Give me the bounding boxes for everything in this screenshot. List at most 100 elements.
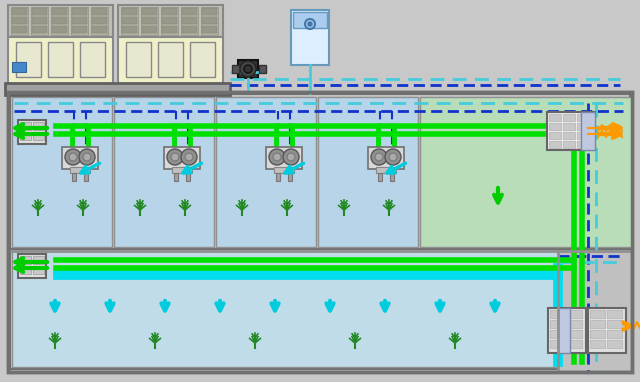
- Bar: [10, 249, 558, 369]
- Bar: [567, 340, 582, 348]
- Bar: [202, 26, 217, 33]
- Bar: [12, 251, 558, 367]
- Circle shape: [287, 153, 295, 161]
- Bar: [291, 10, 329, 65]
- Bar: [33, 122, 44, 130]
- Bar: [72, 17, 87, 24]
- Bar: [378, 173, 382, 181]
- Bar: [182, 17, 197, 24]
- Bar: [577, 114, 589, 121]
- Bar: [162, 26, 177, 33]
- Bar: [18, 120, 46, 144]
- Bar: [20, 132, 31, 140]
- Circle shape: [83, 153, 91, 161]
- Bar: [550, 320, 565, 328]
- Bar: [420, 97, 632, 247]
- Bar: [8, 37, 113, 84]
- Bar: [182, 8, 197, 15]
- Circle shape: [185, 153, 193, 161]
- Bar: [164, 147, 200, 169]
- Circle shape: [240, 61, 256, 77]
- Bar: [274, 167, 294, 173]
- Bar: [32, 26, 47, 33]
- Bar: [563, 132, 575, 139]
- Bar: [266, 147, 302, 169]
- Bar: [5, 83, 230, 95]
- Circle shape: [171, 153, 179, 161]
- Bar: [547, 112, 595, 150]
- Bar: [202, 17, 217, 24]
- Bar: [118, 37, 223, 84]
- Bar: [607, 330, 622, 338]
- Bar: [549, 114, 561, 121]
- Bar: [62, 147, 98, 169]
- Bar: [293, 12, 327, 28]
- Bar: [20, 266, 31, 274]
- Bar: [182, 26, 197, 33]
- Bar: [11, 7, 28, 35]
- Bar: [318, 97, 418, 247]
- Bar: [142, 17, 157, 24]
- Bar: [590, 340, 605, 348]
- Bar: [549, 132, 561, 139]
- Bar: [563, 114, 575, 121]
- Bar: [32, 8, 47, 15]
- Bar: [588, 308, 626, 353]
- Bar: [20, 122, 31, 130]
- Bar: [590, 330, 605, 338]
- Bar: [33, 132, 44, 140]
- Circle shape: [69, 153, 77, 161]
- Bar: [33, 256, 44, 264]
- Bar: [238, 60, 258, 78]
- Bar: [92, 8, 107, 15]
- Bar: [12, 97, 112, 247]
- Bar: [232, 65, 239, 73]
- Bar: [72, 8, 87, 15]
- Bar: [563, 123, 575, 130]
- Bar: [70, 167, 90, 173]
- Bar: [84, 173, 88, 181]
- Bar: [607, 340, 622, 348]
- Bar: [16, 42, 41, 77]
- Bar: [91, 7, 108, 35]
- Bar: [567, 310, 582, 318]
- Bar: [52, 26, 67, 33]
- Bar: [186, 173, 190, 181]
- Bar: [118, 5, 223, 37]
- Bar: [126, 42, 151, 77]
- Bar: [288, 173, 292, 181]
- Bar: [51, 7, 68, 35]
- Bar: [8, 92, 632, 372]
- Bar: [20, 256, 31, 264]
- Bar: [31, 7, 48, 35]
- Bar: [92, 26, 107, 33]
- Bar: [590, 310, 605, 318]
- Bar: [563, 141, 575, 148]
- Bar: [550, 330, 565, 338]
- Circle shape: [371, 149, 387, 165]
- Bar: [52, 17, 67, 24]
- Bar: [161, 7, 178, 35]
- Bar: [8, 92, 632, 372]
- Bar: [202, 8, 217, 15]
- Bar: [48, 42, 73, 77]
- Bar: [558, 308, 570, 353]
- Bar: [122, 26, 137, 33]
- Bar: [114, 97, 214, 247]
- Bar: [548, 308, 586, 353]
- Bar: [52, 8, 67, 15]
- Bar: [390, 173, 394, 181]
- Circle shape: [385, 149, 401, 165]
- Circle shape: [389, 153, 397, 161]
- Circle shape: [244, 65, 252, 73]
- Bar: [567, 330, 582, 338]
- Circle shape: [375, 153, 383, 161]
- Bar: [158, 42, 183, 77]
- Bar: [181, 7, 198, 35]
- Bar: [577, 141, 589, 148]
- Circle shape: [167, 149, 183, 165]
- Bar: [122, 8, 137, 15]
- Bar: [201, 7, 218, 35]
- Bar: [12, 62, 26, 72]
- Bar: [141, 7, 158, 35]
